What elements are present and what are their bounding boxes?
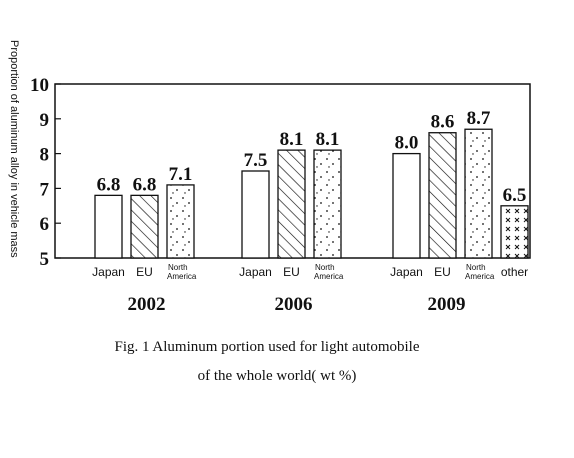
bar-value-label: 6.8 bbox=[97, 174, 121, 195]
category-label: EU bbox=[434, 265, 451, 279]
category-label: North America bbox=[465, 263, 495, 281]
bar-value-label: 8.7 bbox=[467, 108, 491, 129]
category-label: EU bbox=[283, 265, 300, 279]
bar bbox=[94, 194, 123, 259]
category-label: Japan bbox=[390, 265, 423, 279]
category-label: North America bbox=[167, 263, 197, 281]
bar bbox=[277, 149, 306, 259]
year-label: 2006 bbox=[275, 294, 313, 315]
year-label: 2009 bbox=[428, 294, 466, 315]
bar bbox=[464, 128, 493, 259]
bar bbox=[130, 194, 159, 259]
category-label: EU bbox=[136, 265, 153, 279]
y-axis-label: Proportion of aluminum alloy in vehicle … bbox=[8, 40, 20, 258]
bar bbox=[166, 184, 195, 259]
category-label: North America bbox=[314, 263, 344, 281]
y-tick-label: 8 bbox=[40, 145, 50, 166]
bar bbox=[241, 170, 270, 259]
y-tick-label: 5 bbox=[40, 249, 50, 270]
bar bbox=[500, 205, 529, 259]
bar bbox=[392, 152, 421, 259]
bar-value-label: 7.1 bbox=[169, 164, 193, 185]
y-tick-label: 7 bbox=[40, 179, 50, 200]
bar-value-label: 6.5 bbox=[503, 185, 527, 206]
figure-caption-line1: Fig. 1 Aluminum portion used for light a… bbox=[114, 339, 420, 355]
bar-value-label: 7.5 bbox=[244, 150, 268, 171]
bar-value-label: 8.1 bbox=[316, 129, 340, 150]
bar bbox=[313, 149, 342, 259]
category-label: other bbox=[501, 265, 528, 279]
bar-value-label: 8.6 bbox=[431, 112, 455, 133]
category-label: Japan bbox=[92, 265, 125, 279]
bar-value-label: 6.8 bbox=[133, 174, 157, 195]
category-label: Japan bbox=[239, 265, 272, 279]
figure-caption-line2: of the whole world( wt %) bbox=[197, 368, 357, 384]
y-tick-label: 9 bbox=[40, 110, 50, 131]
bar-value-label: 8.1 bbox=[280, 129, 304, 150]
bar bbox=[428, 132, 457, 259]
y-tick-label: 6 bbox=[40, 214, 50, 235]
y-tick-label: 10 bbox=[30, 75, 49, 96]
year-label: 2002 bbox=[128, 294, 166, 315]
bar-value-label: 8.0 bbox=[395, 133, 419, 154]
